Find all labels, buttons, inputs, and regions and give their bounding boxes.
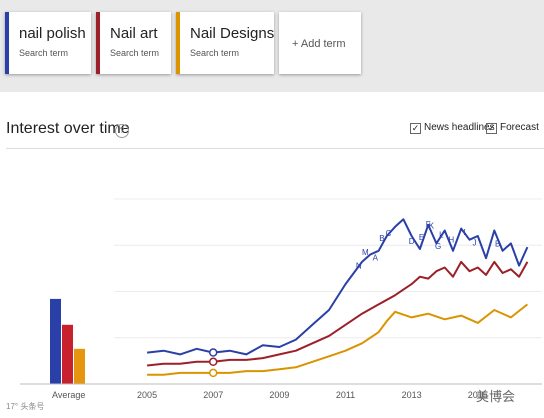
watermark-right: 美博会 — [476, 389, 515, 404]
event-marker[interactable] — [208, 348, 218, 357]
average-bar — [50, 298, 61, 384]
news-marker[interactable]: B — [495, 240, 500, 249]
term-card-nail-art[interactable]: Nail art Search term — [96, 12, 171, 74]
x-tick-label: 2009 — [269, 390, 289, 400]
term-sub: Search term — [110, 48, 160, 58]
x-tick-label: 2015 — [468, 390, 488, 400]
news-marker[interactable]: J — [472, 238, 476, 247]
average-label: Average — [52, 390, 85, 400]
gridlines — [114, 198, 542, 339]
search-terms-bar: nail polish Search term Nail art Search … — [0, 0, 544, 92]
term-card-nail-designs[interactable]: Nail Designs Search term — [176, 12, 274, 74]
forecast-toggle[interactable]: ✓ Forecast — [486, 122, 539, 134]
news-marker[interactable]: M — [362, 248, 369, 257]
news-marker[interactable]: C — [386, 229, 392, 238]
section-title: Interest over time — [6, 120, 130, 137]
term-color-bar — [5, 12, 9, 74]
news-marker[interactable]: F — [426, 220, 431, 229]
news-marker[interactable]: A — [373, 253, 379, 262]
x-tick-label: 2013 — [402, 390, 422, 400]
checkbox-checked-icon: ✓ — [410, 123, 421, 134]
average-bar — [62, 324, 73, 384]
news-marker[interactable]: B — [379, 234, 384, 243]
news-marker[interactable]: G — [435, 242, 441, 251]
term-card-nail-polish[interactable]: nail polish Search term — [5, 12, 91, 74]
news-headlines-toggle[interactable]: ✓ News headlines — [410, 122, 495, 134]
watermark-left: 17° 头条号 — [6, 401, 44, 411]
checkbox-checked-icon: ✓ — [486, 123, 497, 134]
event-marker[interactable] — [208, 357, 218, 367]
x-axis-ticks: 2005 2007 2009 2011 2013 2015 — [137, 390, 488, 400]
news-marker[interactable]: D — [409, 237, 415, 246]
term-color-bar — [96, 12, 100, 74]
term-name: Nail Designs — [190, 25, 275, 42]
average-bar — [74, 348, 85, 384]
term-sub: Search term — [19, 48, 69, 58]
term-sub: Search term — [190, 48, 240, 58]
x-tick-label: 2011 — [336, 390, 355, 400]
news-marker[interactable]: H — [448, 236, 454, 245]
news-marker[interactable]: L — [439, 231, 444, 240]
add-term-button[interactable]: + Add term — [279, 12, 361, 74]
x-tick-label: 2007 — [203, 390, 223, 400]
news-marker[interactable]: E — [419, 233, 424, 242]
event-marker[interactable] — [208, 368, 218, 378]
forecast-label: Forecast — [500, 122, 539, 133]
series-line — [147, 303, 529, 376]
news-marker[interactable]: I — [463, 228, 465, 237]
news-headlines-label: News headlines — [424, 122, 495, 133]
series-line — [146, 260, 529, 367]
add-term-label: + Add term — [292, 38, 346, 50]
x-tick-label: 2005 — [137, 390, 157, 400]
term-name: Nail art — [110, 25, 158, 42]
series-lines — [146, 218, 529, 378]
news-marker[interactable]: N — [356, 261, 362, 270]
term-name: nail polish — [19, 25, 86, 42]
series-line — [146, 218, 529, 356]
news-marker[interactable]: K — [429, 221, 435, 230]
help-icon[interactable]: ? — [115, 124, 129, 138]
term-color-bar — [176, 12, 180, 74]
average-bars — [50, 298, 85, 384]
